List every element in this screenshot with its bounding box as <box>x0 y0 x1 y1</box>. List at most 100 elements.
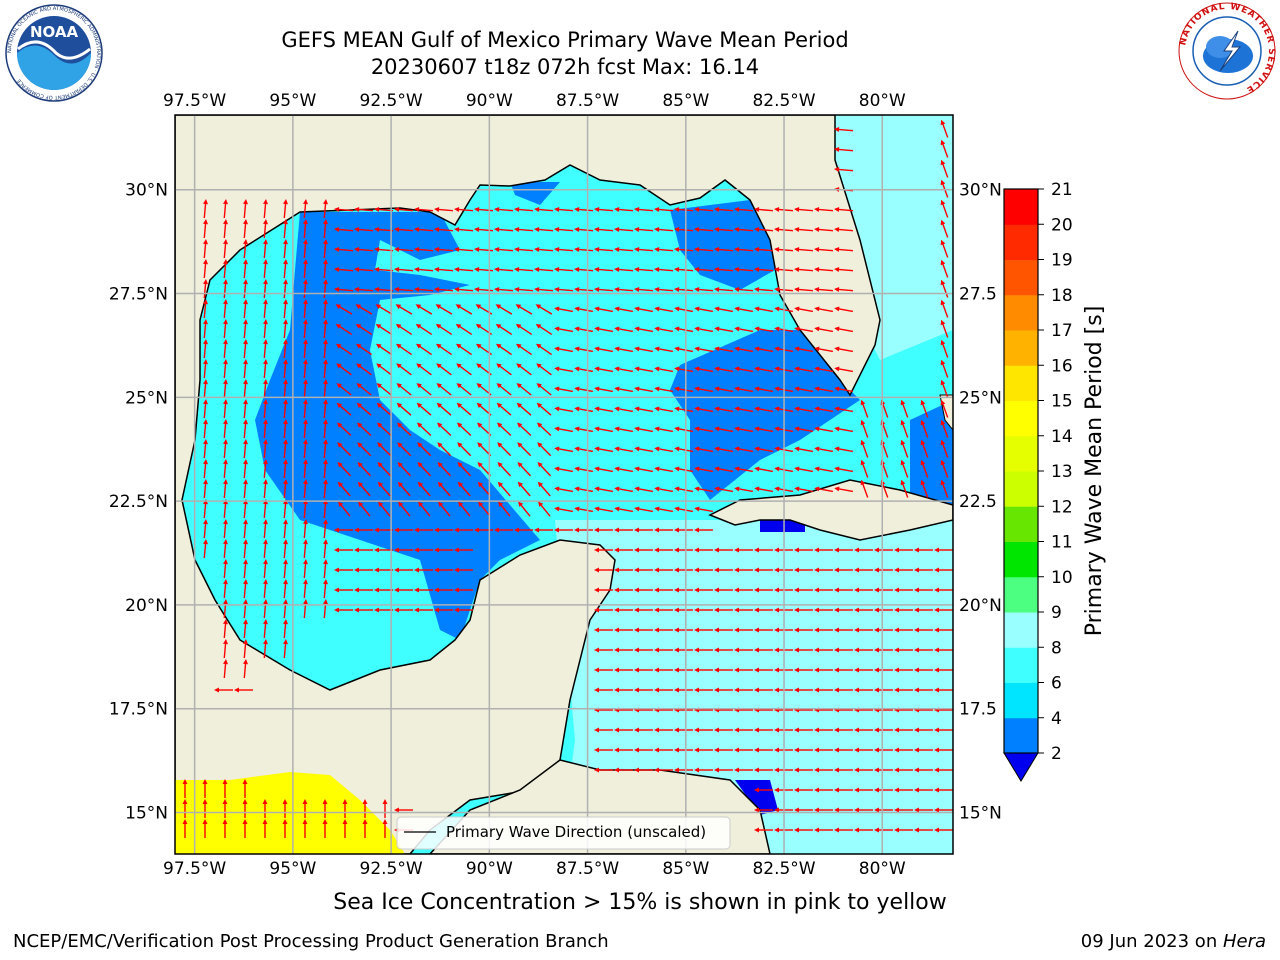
wave-direction-arrow <box>323 299 328 319</box>
wave-direction-arrow <box>434 227 454 232</box>
wave-direction-arrow <box>614 607 633 613</box>
wave-direction-arrow <box>283 359 288 379</box>
wave-direction-arrow <box>714 306 734 313</box>
wave-direction-arrow <box>594 287 614 292</box>
wave-direction-arrow <box>734 366 754 373</box>
wave-direction-arrow <box>535 324 553 335</box>
wave-direction-arrow <box>940 279 949 298</box>
wave-direction-arrow <box>754 667 773 673</box>
wave-direction-arrow <box>694 306 714 313</box>
wave-direction-arrow <box>594 466 614 473</box>
wave-direction-arrow <box>794 326 814 333</box>
lat-tick-label-left: 30°N <box>125 181 168 201</box>
wave-direction-arrow <box>794 607 813 613</box>
wave-direction-arrow <box>934 787 953 793</box>
wave-direction-arrow <box>774 667 793 673</box>
wave-direction-arrow <box>814 667 833 673</box>
wave-direction-arrow <box>334 287 354 292</box>
wave-direction-arrow <box>554 326 574 333</box>
wave-direction-arrow <box>634 287 654 292</box>
wave-direction-arrow <box>303 239 308 259</box>
wave-direction-arrow <box>283 639 288 659</box>
wave-direction-arrow <box>283 319 288 339</box>
nws-logo: NATIONAL WEATHER SERVICE <box>1178 2 1276 100</box>
wave-direction-arrow <box>396 363 412 376</box>
wave-direction-arrow <box>940 319 949 338</box>
wave-direction-arrow <box>536 383 552 396</box>
wave-direction-arrow <box>243 259 248 279</box>
wave-direction-arrow <box>336 383 352 396</box>
wave-direction-arrow <box>594 747 613 753</box>
wave-direction-arrow <box>814 647 833 653</box>
wave-direction-arrow <box>243 359 248 379</box>
wave-direction-arrow <box>834 767 853 773</box>
wave-direction-arrow <box>323 219 328 239</box>
wave-direction-arrow <box>754 326 774 333</box>
wave-direction-arrow <box>434 207 454 212</box>
wave-direction-arrow <box>323 419 328 439</box>
wave-direction-arrow <box>357 422 372 437</box>
wave-direction-arrow <box>634 506 654 513</box>
wave-direction-arrow <box>714 727 733 733</box>
wave-direction-arrow <box>303 299 308 319</box>
wave-direction-arrow <box>874 787 893 793</box>
wave-direction-arrow <box>634 326 654 333</box>
wave-direction-arrow <box>694 527 713 533</box>
wave-direction-arrow <box>674 366 694 373</box>
wave-direction-arrow <box>262 799 268 818</box>
colorbar-segment <box>1004 435 1038 472</box>
wave-direction-arrow <box>894 687 913 693</box>
wave-direction-arrow <box>354 287 374 292</box>
wave-direction-arrow <box>614 346 634 353</box>
wave-direction-arrow <box>734 207 754 212</box>
wave-direction-arrow <box>182 779 188 798</box>
wave-direction-arrow <box>634 486 654 493</box>
wave-direction-arrow <box>694 547 713 553</box>
wave-direction-arrow <box>814 587 833 593</box>
wave-direction-arrow <box>283 459 288 479</box>
wave-direction-arrow <box>694 466 714 473</box>
wave-direction-arrow <box>814 426 834 433</box>
wave-direction-arrow <box>694 687 713 693</box>
wave-direction-arrow <box>714 247 734 252</box>
wave-direction-arrow <box>323 379 328 399</box>
wave-direction-arrow <box>594 687 613 693</box>
wave-direction-arrow <box>397 442 412 457</box>
wave-direction-arrow <box>415 324 433 335</box>
wave-direction-arrow <box>456 363 472 376</box>
wave-direction-arrow <box>263 379 268 399</box>
wave-direction-arrow <box>594 346 614 353</box>
wave-direction-arrow <box>854 667 873 673</box>
wave-direction-arrow <box>376 383 392 396</box>
wave-direction-arrow <box>754 767 773 773</box>
wave-direction-arrow <box>734 687 753 693</box>
wave-direction-arrow <box>457 462 472 477</box>
wave-direction-arrow <box>874 807 893 813</box>
wave-direction-arrow <box>674 287 694 292</box>
wave-direction-arrow <box>223 619 228 639</box>
wave-direction-arrow <box>518 501 531 517</box>
wave-direction-arrow <box>754 207 774 212</box>
wave-direction-arrow <box>654 326 674 333</box>
wave-direction-arrow <box>714 287 734 292</box>
wave-direction-arrow <box>674 207 694 212</box>
wave-direction-arrow <box>283 539 288 559</box>
wave-direction-arrow <box>814 406 834 413</box>
wave-direction-arrow <box>243 219 248 239</box>
wave-direction-arrow <box>834 547 853 553</box>
wave-direction-arrow <box>342 799 348 818</box>
wave-direction-arrow <box>914 567 933 573</box>
wave-direction-arrow <box>654 627 673 633</box>
wave-direction-arrow <box>263 339 268 359</box>
wave-direction-arrow <box>283 199 288 219</box>
wave-direction-arrow <box>894 727 913 733</box>
wave-direction-arrow <box>454 547 473 553</box>
wave-direction-arrow <box>674 767 693 773</box>
wave-direction-arrow <box>714 326 734 333</box>
wave-direction-arrow <box>376 343 393 356</box>
wave-direction-arrow <box>594 627 613 633</box>
wave-direction-arrow <box>203 539 208 559</box>
wave-direction-arrow <box>694 607 713 613</box>
wave-direction-arrow <box>654 306 674 313</box>
wave-direction-arrow <box>357 462 372 477</box>
